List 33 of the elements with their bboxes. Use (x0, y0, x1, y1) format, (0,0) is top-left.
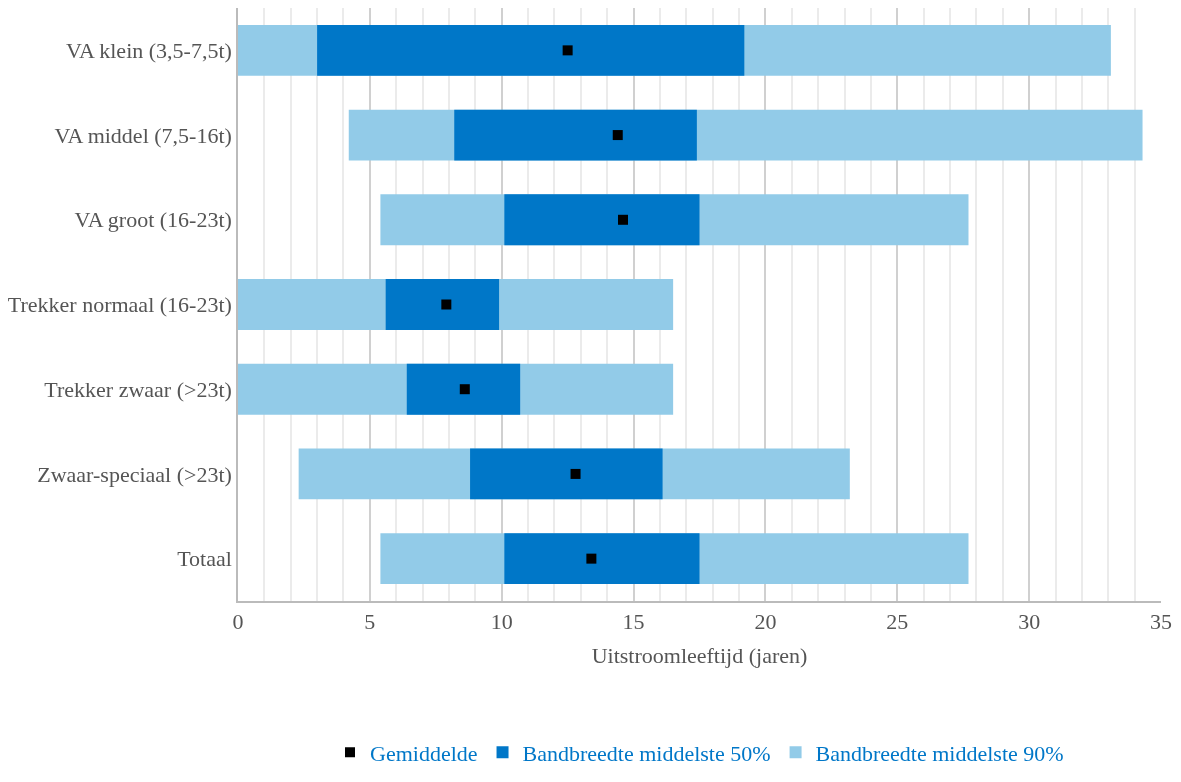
x-tick-label: 35 (1150, 609, 1172, 635)
x-tick-label: 10 (490, 609, 513, 635)
point (570, 468, 581, 479)
x-tick-label: 30 (1018, 609, 1041, 635)
y-tick-label: VA klein (3,5-7,5t) (66, 38, 232, 64)
bar (504, 194, 700, 246)
x-tick-label: 20 (754, 609, 777, 635)
bar (406, 363, 521, 415)
bar (470, 448, 663, 500)
legend-label: Bandbreedte middelste 50% (522, 740, 771, 766)
y-tick-label: VA groot (16-23t) (74, 207, 232, 233)
y-tick-label: VA middel (7,5-16t) (54, 122, 232, 148)
bar (317, 24, 745, 76)
y-tick-label: Totaal (177, 546, 232, 572)
y-tick-label: Trekker zwaar (>23t) (44, 376, 232, 402)
x-tick-label: 0 (232, 609, 244, 635)
x-tick-label: 25 (886, 609, 909, 635)
point (618, 214, 629, 225)
point (612, 130, 623, 141)
x-tick-label: 15 (622, 609, 645, 635)
point (441, 299, 452, 310)
x-axis-title: Uitstroomleeftijd (jaren) (591, 642, 808, 668)
y-tick-label: Zwaar-speciaal (>23t) (37, 461, 232, 487)
bar (504, 533, 700, 585)
point (586, 553, 597, 564)
point (562, 45, 573, 56)
y-tick-label: Trekker normaal (16-23t) (7, 292, 232, 318)
bar (454, 109, 697, 161)
x-tick-label: 5 (364, 609, 376, 635)
bar (385, 279, 500, 330)
legend-label: Bandbreedte middelste 90% (815, 740, 1064, 766)
point (459, 384, 470, 395)
legend-label: Gemiddelde (370, 740, 478, 766)
